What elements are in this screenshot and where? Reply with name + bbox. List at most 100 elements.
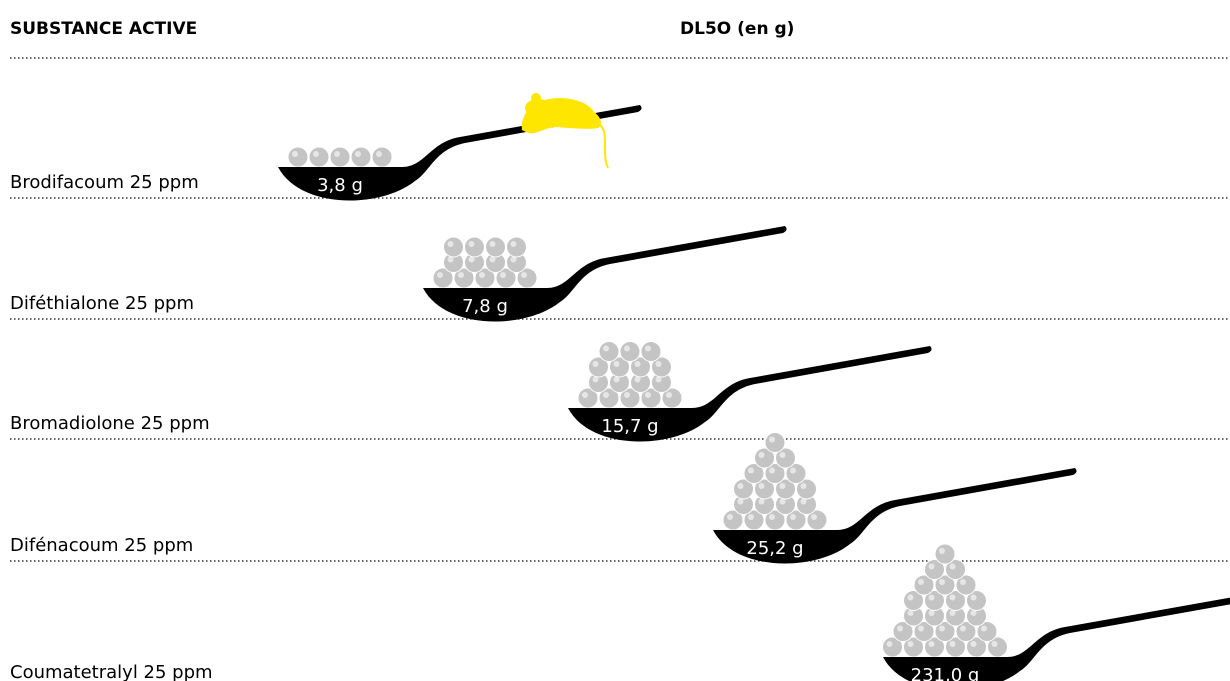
- pellet-shine: [624, 392, 630, 398]
- pellet-shine: [960, 625, 966, 632]
- pellet-shine: [970, 641, 977, 647]
- pellet-shine: [468, 256, 475, 263]
- dose-label: 231,0 g: [911, 665, 980, 681]
- pellet-shine: [313, 151, 319, 157]
- pellet-shine: [655, 361, 662, 367]
- pellet-shine: [769, 467, 775, 474]
- pellet-shine: [624, 345, 630, 352]
- pellet-shine: [918, 579, 924, 585]
- pellet-shine: [758, 483, 765, 489]
- pellet-shine: [928, 641, 935, 647]
- pellet-shine: [886, 641, 893, 647]
- pellet-shine: [928, 563, 935, 570]
- pellet-shine: [907, 594, 914, 601]
- substance-name: Bromadiolone 25 ppm: [10, 413, 210, 434]
- pellet-shine: [907, 610, 914, 616]
- pellet-shine: [437, 272, 443, 278]
- pellet: [329, 146, 351, 168]
- pellet-shine: [779, 483, 786, 489]
- pellet-shine: [613, 361, 620, 367]
- rat-tail: [595, 121, 609, 169]
- pellet: [287, 146, 309, 168]
- dose-label: 15,7 g: [601, 416, 658, 437]
- pellet-shine: [634, 361, 641, 367]
- pellet-shine: [970, 610, 977, 616]
- pellet-shine: [800, 483, 807, 489]
- pellet-shine: [769, 514, 775, 520]
- pellet-shine: [949, 594, 956, 601]
- column-header: DL5O (en g): [680, 19, 794, 39]
- pellet-shine: [292, 151, 298, 157]
- pellet-shine: [939, 579, 945, 585]
- spoon-body: [278, 105, 642, 201]
- pellet: [619, 341, 641, 362]
- pellet: [350, 146, 372, 168]
- dose-label: 25,2 g: [746, 538, 803, 559]
- rat-icon: [521, 93, 609, 169]
- pellet-shine: [769, 436, 775, 443]
- pellet-shine: [603, 392, 609, 398]
- pellet-shine: [949, 563, 956, 570]
- pellet-shine: [634, 376, 641, 383]
- pellet-shine: [790, 514, 796, 520]
- pellet-shine: [603, 345, 609, 352]
- pellet-shine: [748, 467, 754, 474]
- dose-label: 7,8 g: [462, 296, 508, 317]
- pellet: [764, 432, 786, 453]
- pellet-shine: [666, 392, 672, 398]
- pellet-shine: [939, 548, 945, 554]
- substance-name: Diféthialone 25 ppm: [10, 293, 194, 314]
- rat-ear: [531, 93, 541, 103]
- pellet-shine: [981, 625, 987, 632]
- pellet-shine: [355, 151, 361, 157]
- pellet-shine: [907, 641, 914, 647]
- substance-name: Difénacoum 25 ppm: [10, 535, 193, 556]
- pellet-shine: [918, 625, 924, 632]
- pellet: [598, 341, 620, 362]
- spoon: 3,8 g: [278, 105, 642, 201]
- pellet-shine: [645, 345, 651, 352]
- spoon: 231,0 g: [882, 543, 1230, 681]
- pellet-shine: [748, 514, 754, 520]
- pellet-shine: [790, 467, 796, 474]
- pellet: [308, 146, 330, 168]
- pellet-shine: [447, 256, 454, 263]
- spoon: 25,2 g: [713, 432, 1077, 564]
- pellet-shine: [500, 272, 506, 278]
- pellet-shine: [655, 376, 662, 383]
- pellet-shine: [737, 483, 744, 489]
- spoon: 15,7 g: [568, 341, 932, 442]
- pellet: [640, 341, 662, 362]
- rat-head: [525, 99, 551, 117]
- pellet-shine: [949, 610, 956, 616]
- pellet-shine: [928, 610, 935, 616]
- pellet-shine: [582, 392, 588, 398]
- pellet-shine: [510, 241, 517, 247]
- dose-label: 3,8 g: [317, 175, 363, 196]
- pellet: [506, 236, 527, 258]
- pellet: [443, 236, 464, 258]
- substance-name: Coumatetralyl 25 ppm: [10, 662, 213, 681]
- pellet-shine: [758, 452, 765, 458]
- pellet-shine: [489, 241, 496, 247]
- pellet-shine: [479, 272, 485, 278]
- pellet-shine: [960, 579, 966, 585]
- pellet-shine: [334, 151, 340, 157]
- pellet: [464, 236, 485, 258]
- spoon-body: [883, 597, 1230, 681]
- pellet-shine: [737, 498, 744, 505]
- spoon-body: [423, 226, 787, 322]
- pellet: [485, 236, 506, 258]
- pellet-shine: [613, 376, 620, 383]
- pellet-shine: [447, 241, 454, 247]
- pellet-shine: [758, 498, 765, 505]
- pellet-shine: [991, 641, 998, 647]
- pellet-shine: [645, 392, 651, 398]
- pellet-shine: [376, 151, 382, 157]
- column-header: SUBSTANCE ACTIVE: [10, 19, 197, 39]
- pellet-shine: [928, 594, 935, 601]
- pellet-shine: [949, 641, 956, 647]
- spoon: 7,8 g: [423, 226, 787, 322]
- pellet-shine: [800, 498, 807, 505]
